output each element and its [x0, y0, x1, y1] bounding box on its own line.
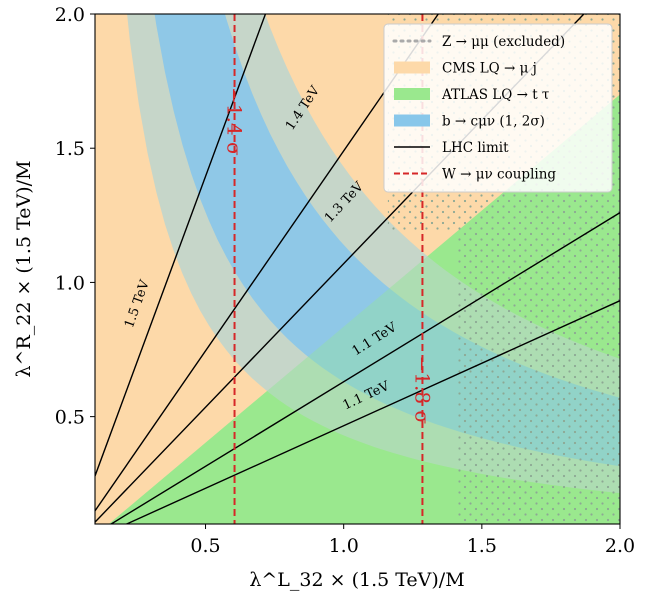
w-coupling-label: −1.4 σ: [223, 87, 247, 156]
legend-handle-atlas: [394, 88, 430, 100]
y-tick-label: 1.5: [55, 138, 85, 160]
x-tick-label: 1.0: [329, 535, 359, 557]
y-axis-label: λ^R_22 × (1.5 TeV)/M: [13, 160, 35, 377]
axis-ticks: 0.5 1.0 1.5 2.0 0.5 1.0 1.5 2.0: [55, 4, 635, 557]
x-tick-label: 2.0: [605, 535, 635, 557]
legend-label: W → μν coupling: [442, 167, 556, 183]
legend-handle-bc: [394, 114, 430, 127]
y-tick-label: 0.5: [55, 407, 85, 429]
legend-label: Z → μμ (excluded): [442, 34, 565, 50]
w-coupling-label-text: −1.8 σ: [410, 356, 434, 425]
z-excluded-region: [456, 231, 620, 524]
legend-label: ATLAS LQ → t τ: [441, 87, 549, 103]
legend: Z → μμ (excluded) CMS LQ → μ j ATLAS LQ → …: [383, 23, 613, 193]
x-axis-label: λ^L_32 × (1.5 TeV)/M: [249, 569, 464, 591]
lhc-limit-line: [124, 300, 620, 524]
x-tick-label: 1.5: [467, 535, 497, 557]
w-coupling-label-text: −1.4 σ: [223, 87, 247, 156]
legend-box: [383, 23, 613, 193]
plot-frame: [94, 13, 621, 525]
legend-label: LHC limit: [442, 140, 509, 156]
legend-handle-cms: [394, 61, 430, 74]
y-tick-label: 1.0: [55, 272, 85, 294]
legend-label: CMS LQ → μ j: [442, 61, 537, 77]
x-tick-label: 0.5: [190, 535, 220, 557]
lhc-limit-line: [95, 14, 439, 512]
lhc-limit-line: [109, 212, 620, 524]
y-tick-label: 2.0: [55, 4, 85, 26]
w-coupling-label: −1.8 σ: [410, 356, 434, 425]
lhc-limit-line: [95, 14, 267, 477]
legend-label: b → cμν (1, 2σ): [442, 114, 545, 130]
